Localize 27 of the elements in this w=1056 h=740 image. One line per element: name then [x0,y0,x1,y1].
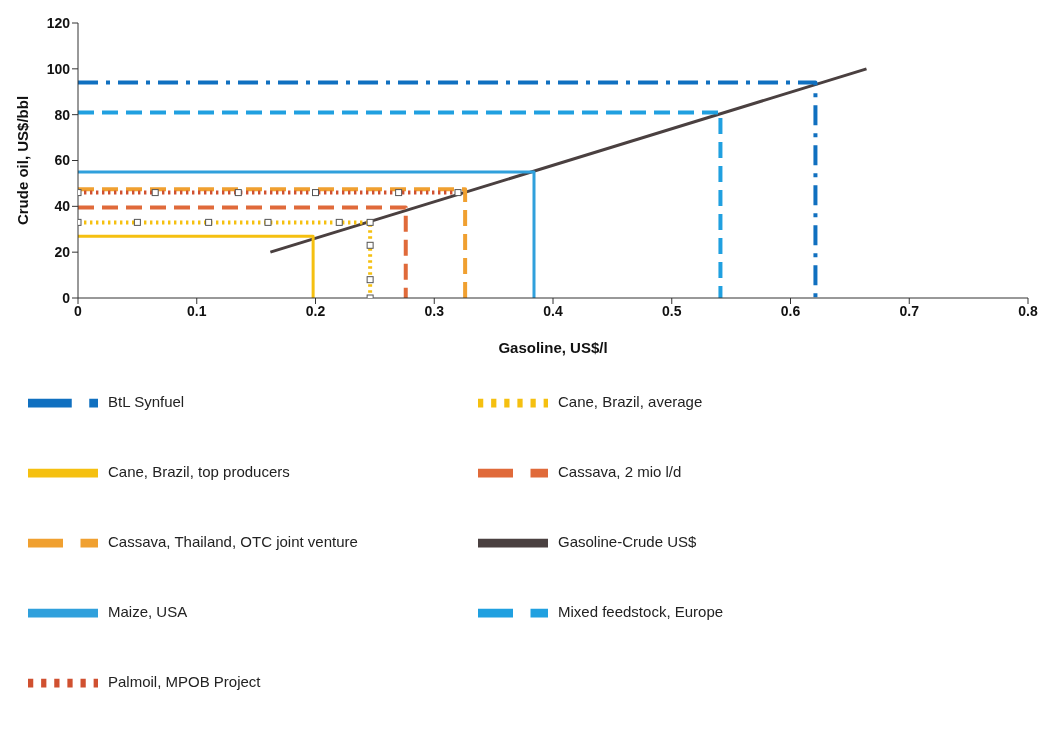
x-tick-label: 0.8 [1018,302,1038,319]
y-tick-label: 20 [54,244,71,261]
x-tick-label: 0.1 [187,302,207,319]
y-tick-label: 60 [54,152,71,169]
legend-label: Gasoline-Crude US$ [557,532,698,550]
x-tick-label: 0.6 [780,302,801,319]
x-tick-label: 0.7 [899,302,920,319]
x-tick-label: 0.5 [662,302,682,319]
legend-label: Mixed feedstock, Europe [557,602,725,620]
y-tick-label: 120 [46,14,71,31]
y-tick-label: 0 [62,289,71,306]
y-tick-label: 100 [46,60,71,77]
y-tick-label: 40 [54,198,71,215]
legend-label: Cane, Brazil, average [557,392,704,410]
legend-label: Cassava, 2 mio l/d [557,462,683,480]
legend-label: Cassava, Thailand, OTC joint venture [107,532,359,550]
x-tick-label: 0.3 [424,302,445,319]
y-axis-title: Crude oil, US$/bbl [14,95,32,226]
legend-label: BtL Synfuel [107,392,186,410]
legend-label: Maize, USA [107,602,189,620]
x-tick-label: 0.4 [543,302,563,319]
x-tick-label: 0 [74,302,83,319]
x-tick-label: 0.2 [305,302,326,319]
legend-label: Palmoil, MPOB Project [107,672,262,690]
x-axis-title: Gasoline, US$/l [498,339,608,356]
y-tick-label: 80 [54,106,71,123]
legend-label: Cane, Brazil, top producers [107,462,291,480]
